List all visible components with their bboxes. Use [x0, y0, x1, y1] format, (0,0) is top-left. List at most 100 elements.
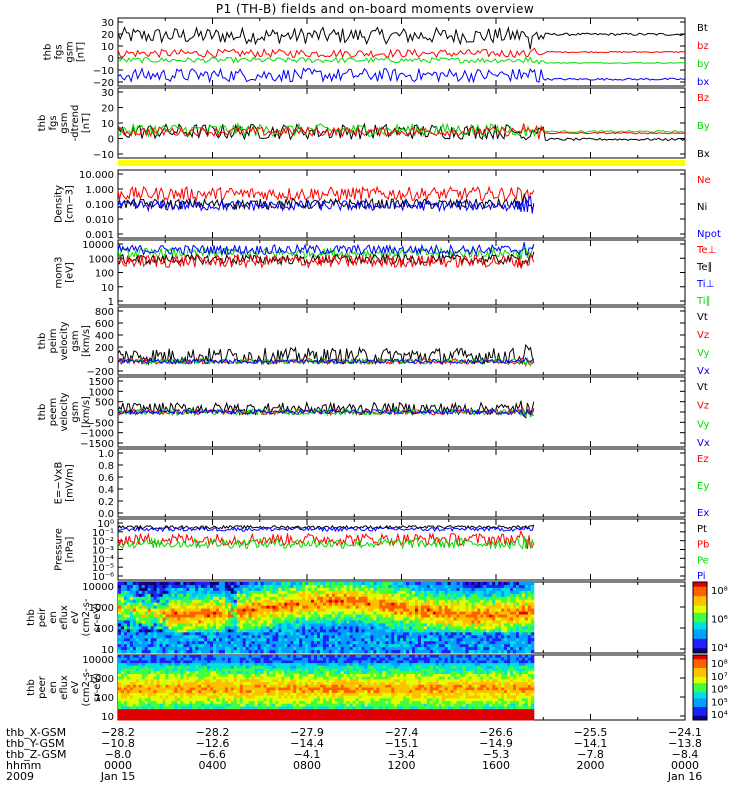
spectrogram-cell: [311, 596, 315, 601]
spectrogram-cell: [129, 682, 134, 686]
spectrogram-cell: [132, 687, 137, 691]
spectrogram-cell: [426, 632, 431, 636]
spectrogram-cell: [195, 714, 199, 718]
spectrogram-cell: [144, 590, 149, 595]
spectrogram-cell: [245, 687, 250, 691]
spectrogram-cell: [230, 703, 235, 707]
spectrogram-cell: [150, 647, 155, 651]
spectrogram-cell: [192, 711, 196, 716]
spectrogram-cell: [331, 647, 336, 651]
spectrogram-cell: [331, 632, 336, 636]
spectrogram-cell: [227, 655, 232, 659]
spectrogram-cell: [233, 650, 238, 654]
spectrogram-cell: [207, 717, 211, 721]
spectrogram-cell: [195, 673, 199, 678]
spectrogram-cell: [216, 676, 220, 680]
spectrogram-cell: [391, 608, 395, 613]
spectrogram-cell: [311, 584, 315, 589]
spectrogram-cell: [248, 620, 253, 624]
ylabel-peir_efflux: thb peir en eflux eV (cm2-s-sr-eV): [26, 598, 103, 636]
spectrogram-cell: [126, 673, 131, 678]
spectrogram-cell: [302, 596, 306, 601]
spectrogram-cell: [287, 596, 291, 601]
spectrogram-cell: [302, 641, 306, 645]
spectrogram-cell: [242, 665, 247, 670]
spectrogram-cell: [477, 608, 481, 613]
legend-entry: Pt: [697, 524, 707, 535]
spectrogram-cell: [248, 660, 253, 664]
spectrogram-cell: [177, 684, 181, 688]
spectrogram-cell: [489, 641, 493, 645]
spectrogram-cell: [183, 605, 187, 610]
spectrogram-cell: [150, 641, 155, 645]
spectrogram-cell: [195, 620, 199, 624]
spectrogram-cell: [305, 626, 309, 630]
spectrogram-cell: [409, 644, 413, 648]
spectrogram-cell: [391, 638, 395, 642]
spectrogram-cell: [242, 690, 247, 694]
spectrogram-cell: [435, 638, 440, 642]
spectrogram-cell: [171, 605, 175, 610]
spectrogram-cell: [132, 717, 137, 721]
spectrogram-cell: [156, 602, 161, 607]
spectrogram-cell: [420, 629, 425, 633]
spectrogram-cell: [450, 599, 455, 604]
spectrogram-cell: [328, 626, 333, 630]
spectrogram-cell: [242, 663, 247, 667]
spectrogram-cell: [123, 626, 128, 630]
spectrogram-cell: [296, 590, 300, 595]
spectrogram-cell: [168, 623, 172, 627]
spectrogram-cell: [373, 608, 377, 613]
spectrogram-cell: [165, 629, 169, 633]
spectrogram-cell: [230, 711, 235, 716]
spectrogram-cell: [216, 673, 220, 678]
spectrogram-cell: [302, 620, 306, 624]
spectrogram-cell: [340, 590, 345, 595]
spectrogram-cell: [189, 655, 193, 659]
spectrogram-cell: [269, 647, 273, 651]
spectrogram-cell: [400, 611, 404, 616]
spectrogram-cell: [296, 647, 300, 651]
spectrogram-cell: [483, 650, 487, 654]
spectrogram-cell: [388, 596, 392, 601]
spectrogram-cell: [275, 614, 279, 618]
spectrogram-cell: [480, 582, 484, 586]
spectrogram-cell: [337, 650, 342, 654]
spectrogram-cell: [201, 608, 205, 613]
spectrogram-cell: [489, 644, 493, 648]
spectrogram-cell: [465, 614, 469, 618]
spectrogram-cell: [118, 614, 122, 618]
spectrogram-cell: [426, 611, 431, 616]
spectrogram-cell: [207, 650, 211, 654]
spectrogram-cell: [171, 711, 175, 716]
spectrogram-cell: [165, 599, 169, 604]
spectrogram-cell: [192, 599, 196, 604]
spectrogram-cell: [388, 605, 392, 610]
spectrogram-cell: [465, 611, 469, 616]
spectrogram-cell: [230, 655, 235, 659]
spectrogram-cell: [171, 590, 175, 595]
spectrogram-cell: [171, 638, 175, 642]
spectrogram-cell: [308, 614, 312, 618]
spectrogram-cell: [162, 605, 167, 610]
spectrogram-cell: [322, 632, 327, 636]
spectrogram-cell: [123, 590, 128, 595]
spectrogram-cell: [120, 676, 125, 680]
spectrogram-cell: [325, 593, 330, 598]
spectrogram-cell: [174, 614, 178, 618]
spectrogram-cell: [450, 632, 455, 636]
spectrogram-cell: [174, 623, 178, 627]
spectrogram-cell: [325, 608, 330, 613]
spectrogram-cell: [138, 663, 143, 667]
spectrogram-cell: [388, 638, 392, 642]
spectrogram-cell: [248, 665, 253, 670]
spectrogram-cell: [278, 584, 282, 589]
spectrogram-cell: [254, 593, 259, 598]
spectrogram-cell: [423, 599, 428, 604]
spectrogram-cell: [141, 599, 146, 604]
spectrogram-cell: [444, 584, 449, 589]
spectrogram-cell: [242, 660, 247, 664]
spectrogram-cell: [144, 582, 149, 586]
spectrogram-cell: [129, 626, 134, 630]
spectrogram-cell: [183, 620, 187, 624]
